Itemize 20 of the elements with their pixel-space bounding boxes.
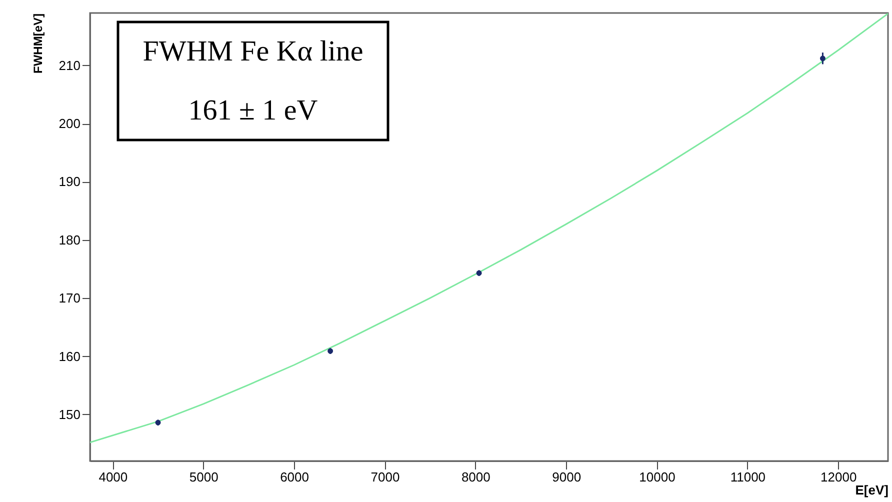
x-tick-label: 5000 bbox=[189, 470, 218, 484]
x-tick-label: 6000 bbox=[280, 470, 309, 484]
x-tick-label: 11000 bbox=[730, 470, 766, 484]
x-tick-label: 7000 bbox=[370, 470, 400, 484]
x-tick-label: 9000 bbox=[552, 470, 582, 484]
y-tick-label: 160 bbox=[58, 348, 80, 364]
y-axis-title: FWHM[eV] bbox=[30, 14, 45, 74]
x-tick-label: 4000 bbox=[98, 470, 128, 484]
y-tick-label: 210 bbox=[58, 58, 80, 73]
x-tick-label: 10000 bbox=[639, 470, 676, 484]
x-axis-title: E[eV] bbox=[855, 482, 888, 498]
y-tick-label: 150 bbox=[58, 406, 80, 422]
y-tick-label: 190 bbox=[58, 174, 80, 190]
annotation: FWHM Fe Kα line bbox=[142, 36, 364, 68]
annotation: 161 ± 1 eV bbox=[188, 94, 318, 126]
x-tick-label: 8000 bbox=[461, 470, 490, 484]
y-tick-label: 180 bbox=[58, 232, 80, 248]
y-tick-label: 170 bbox=[58, 290, 80, 306]
x-tick-label: 12000 bbox=[820, 470, 857, 484]
y-tick-label: 200 bbox=[58, 116, 80, 132]
